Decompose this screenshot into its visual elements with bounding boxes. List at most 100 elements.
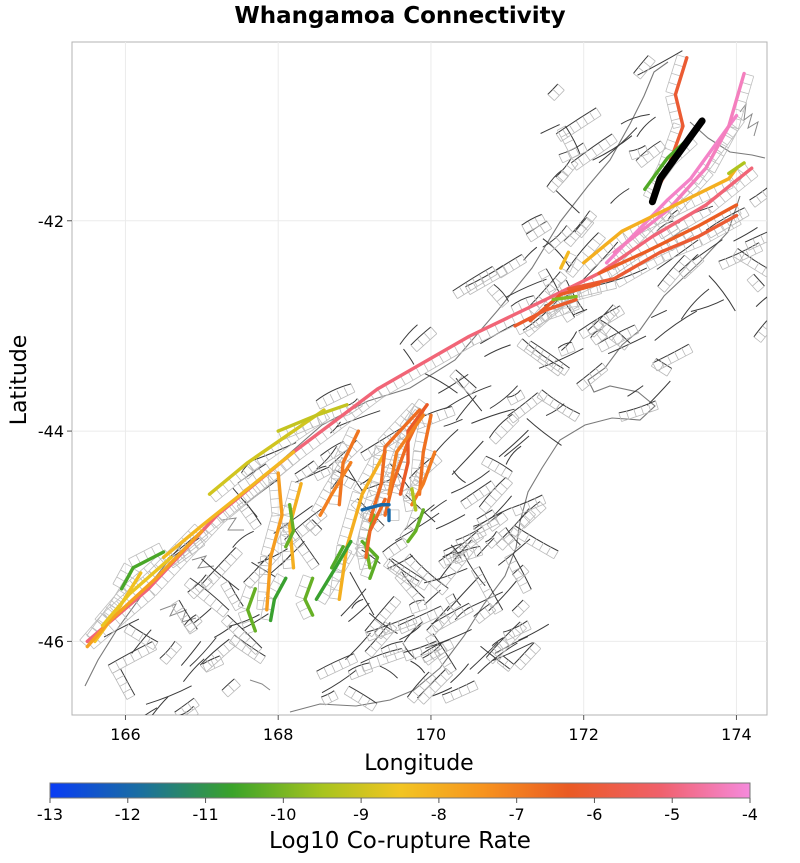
co-rupture-faults: [85, 56, 754, 649]
background-fault-trace: [401, 571, 425, 599]
background-fault-trace: [399, 624, 422, 641]
background-fault-trace: [628, 144, 646, 152]
subsection-grid-cell: [420, 639, 455, 664]
subsection-grid-cell: [360, 648, 406, 672]
subsection-grid-cell: [546, 169, 569, 194]
background-fault-trace: [131, 629, 152, 654]
colorbar: [49, 782, 751, 799]
background-fault-trace: [410, 660, 426, 674]
background-fault-trace: [526, 418, 562, 446]
subsection-grid-cell: [202, 655, 225, 673]
subsection-grid-cell: [555, 157, 579, 184]
background-fault-trace: [578, 305, 621, 332]
background-fault-trace: [620, 113, 650, 125]
background-fault-trace: [618, 400, 656, 414]
background-fault-trace: [555, 107, 597, 135]
subsection-grid-cell: [199, 638, 236, 673]
background-fault-trace: [564, 125, 581, 155]
background-fault-trace: [530, 340, 570, 369]
background-fault-trace: [430, 499, 447, 512]
subsection-grid-cell: [514, 642, 542, 671]
background-fault-trace: [555, 158, 572, 178]
background-fault-trace: [563, 210, 591, 242]
co-rupture-fault-trace: [387, 413, 425, 496]
subsection-grid-cell: [220, 580, 244, 612]
subsection-grid-cell: [732, 248, 767, 278]
background-fault-trace: [347, 662, 370, 672]
subsection-grid-cell: [403, 640, 440, 662]
subsection-grid-cell: [502, 620, 532, 641]
background-fault-trace: [513, 642, 535, 665]
y-axis: -42 -44 -46: [38, 212, 72, 651]
subsection-grid-cell: [383, 558, 420, 589]
subsection-grid-cell: [426, 605, 456, 637]
co-rupture-fault-trace: [161, 450, 296, 559]
colorbar-tick-label: -11: [192, 805, 218, 824]
subsection-grid-cell: [746, 273, 765, 293]
background-fault-trace: [491, 637, 504, 647]
subsection-grid-cell: [107, 641, 158, 674]
subsection-grid-cell: [678, 254, 705, 280]
background-fault-trace: [443, 543, 462, 552]
background-fault-trace: [521, 338, 564, 370]
colorbar-tick-label: -5: [664, 805, 680, 824]
co-rupture-fault-trace: [100, 555, 173, 628]
fault-subsection-grid: [79, 54, 767, 715]
subsection-grid-cell: [753, 320, 767, 343]
background-fault-trace: [598, 127, 638, 164]
background-fault-trace: [565, 232, 599, 273]
subsection-grid-cell: [221, 614, 263, 655]
background-fault-trace: [540, 124, 560, 134]
background-fault-trace: [749, 187, 767, 201]
background-fault-trace: [561, 331, 578, 351]
background-fault-trace: [657, 254, 685, 287]
subsection-ladder: [237, 585, 256, 635]
background-fault-trace: [193, 607, 212, 624]
background-fault-trace: [128, 623, 159, 643]
co-rupture-fault-trace: [360, 503, 391, 512]
background-fault-trace: [574, 216, 588, 233]
background-fault-trace: [399, 324, 418, 345]
background-fault-trace: [505, 445, 522, 465]
subsection-grid-cell: [386, 558, 430, 591]
background-fault-trace: [502, 655, 515, 665]
background-fault-trace: [365, 614, 415, 633]
subsection-grid-cell: [478, 476, 513, 514]
background-fault-trace: [182, 658, 205, 682]
background-fault-trace: [451, 440, 484, 476]
colorbar-tick-label: -10: [270, 805, 296, 824]
background-fault-trace: [573, 308, 588, 316]
coastline-fiords: [159, 102, 759, 691]
background-fault-trace: [426, 605, 450, 631]
background-fault-trace: [213, 625, 232, 638]
subsection-grid-cell: [504, 553, 532, 594]
subsection-grid-cell: [241, 459, 261, 480]
colorbar-tick-label: -12: [115, 805, 141, 824]
y-tick-label: -42: [38, 212, 64, 231]
subsection-grid-cell: [542, 225, 573, 254]
background-fault-trace: [452, 265, 493, 292]
subsection-grid-cell: [481, 455, 513, 480]
colorbar-tick-label: -8: [431, 805, 447, 824]
background-fault-trace: [409, 553, 449, 589]
x-tick-label: 170: [416, 725, 447, 744]
background-fault-trace: [107, 641, 153, 666]
background-fault-trace: [733, 226, 758, 242]
background-fault-trace: [656, 220, 674, 232]
subsection-grid-cell: [657, 254, 692, 293]
subsection-grid-cell: [656, 220, 679, 240]
subsection-ladder: [209, 409, 331, 503]
subsection-grid-cell: [441, 680, 479, 704]
co-rupture-fault-trace: [284, 503, 296, 549]
chart-title: Whangamoa Connectivity: [234, 3, 565, 29]
subsection-grid-cell: [635, 140, 667, 168]
background-fault-trace: [518, 623, 550, 641]
background-fault-trace: [442, 551, 457, 558]
background-fault-trace: [469, 641, 499, 670]
background-fault-trace: [450, 544, 462, 559]
subsection-grid-cell: [509, 525, 559, 560]
subsection-grid-cell: [547, 83, 565, 101]
background-fault-trace: [360, 648, 402, 664]
background-fault-trace: [284, 508, 322, 540]
